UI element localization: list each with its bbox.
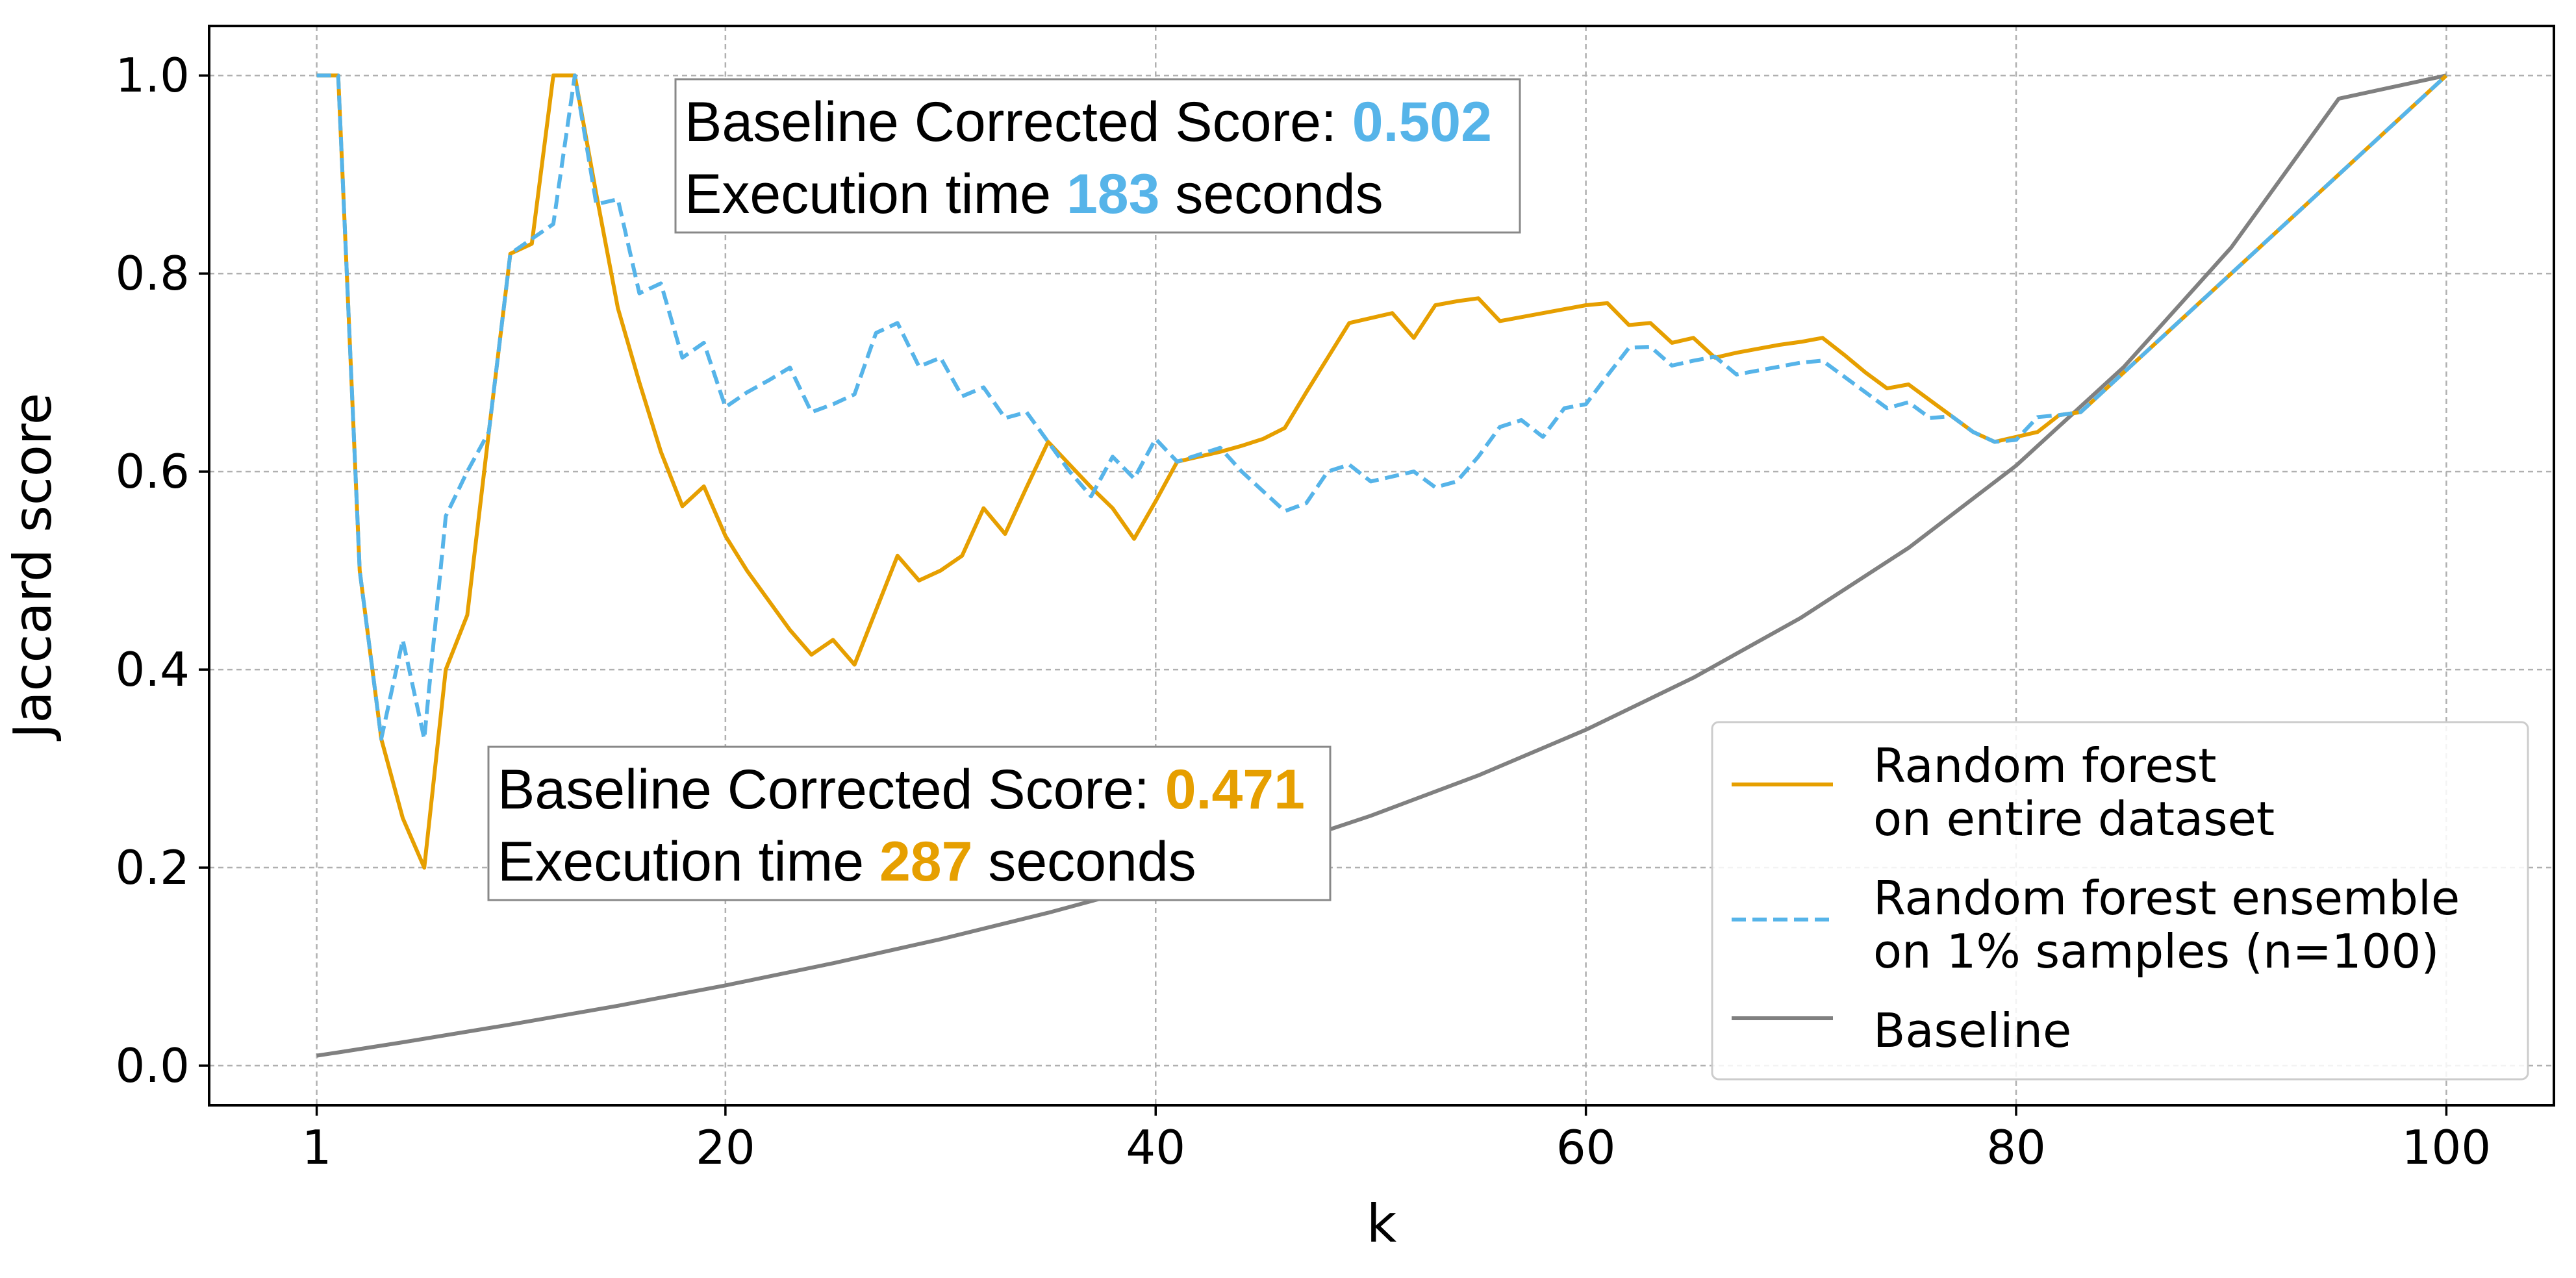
annotation-time-value: 287 <box>879 831 973 893</box>
x-tick-label: 1 <box>302 1120 332 1175</box>
legend-label: Baseline <box>1873 1003 2071 1058</box>
y-tick-label: 0.2 <box>115 840 190 895</box>
x-axis-label: k <box>1367 1194 1397 1254</box>
annotation-score-prefix: Baseline Corrected Score: <box>685 91 1352 153</box>
annotation-score-prefix: Baseline Corrected Score: <box>498 758 1165 821</box>
legend-label: Random forest ensemble <box>1873 871 2460 925</box>
y-axis-label: Jaccard score <box>3 393 63 742</box>
x-tick-label: 100 <box>2402 1120 2491 1175</box>
score-annotation: Baseline Corrected Score: 0.502 Execution… <box>674 78 1521 234</box>
legend-box <box>1711 721 2529 1081</box>
ticks: 1 20 40 60 80 100 0.0 0.2 0.4 0.6 0.8 1.0 <box>115 48 2491 1175</box>
annotation-line-score: Baseline Corrected Score: 0.502 <box>685 91 1492 153</box>
plot-frame <box>208 25 2555 1107</box>
y-tick-label: 0.6 <box>115 444 190 499</box>
y-tick-label: 1.0 <box>115 48 190 103</box>
legend-label: Random forest <box>1873 738 2216 793</box>
annotation-score-value: 0.502 <box>1352 91 1492 153</box>
annotation-score-value: 0.471 <box>1165 758 1305 821</box>
annotation-box <box>487 746 1332 901</box>
series-line <box>316 73 2448 741</box>
y-tick-label: 0.4 <box>115 642 190 697</box>
y-tick-label: 0.0 <box>115 1038 190 1093</box>
annotation-line-time: Execution time 287 seconds <box>498 831 1196 893</box>
annotations: Baseline Corrected Score: 0.502 Execution… <box>487 78 1521 901</box>
annotation-box <box>674 78 1521 234</box>
annotation-line-score: Baseline Corrected Score: 0.471 <box>498 758 1305 821</box>
legend-label: on 1% samples (n=100) <box>1873 924 2439 979</box>
annotation-time-prefix: Execution time <box>685 163 1067 225</box>
score-annotation: Baseline Corrected Score: 0.471 Execution… <box>487 746 1332 901</box>
x-tick-label: 60 <box>1556 1120 1616 1175</box>
x-tick-label: 20 <box>696 1120 755 1175</box>
annotation-time-prefix: Execution time <box>498 831 879 893</box>
annotation-time-value: 183 <box>1067 163 1160 225</box>
y-tick-label: 0.8 <box>115 246 190 301</box>
x-tick-label: 80 <box>1986 1120 2046 1175</box>
series-line <box>316 73 2448 870</box>
legend-entry: Baseline <box>1732 1003 2071 1058</box>
legend-label: on entire dataset <box>1873 792 2275 846</box>
annotation-time-suffix: seconds <box>972 831 1196 893</box>
annotation-time-suffix: seconds <box>1159 163 1383 225</box>
grid <box>209 26 2554 1105</box>
x-tick-label: 40 <box>1126 1120 1185 1175</box>
annotation-line-time: Execution time 183 seconds <box>685 163 1383 225</box>
